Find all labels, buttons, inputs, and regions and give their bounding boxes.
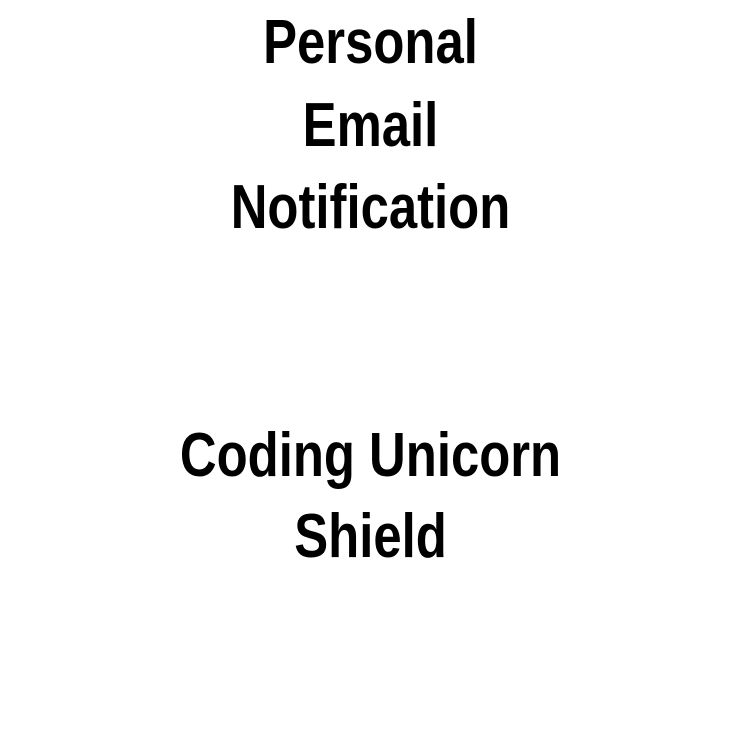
top-text-line-3: Notification — [230, 173, 511, 242]
bottom-text-line-2: Shield — [294, 502, 447, 571]
top-text-line-1: Personal — [263, 8, 478, 77]
top-text-line-2: Email — [302, 91, 439, 160]
bottom-text-line-1: Coding Unicorn — [179, 421, 562, 490]
